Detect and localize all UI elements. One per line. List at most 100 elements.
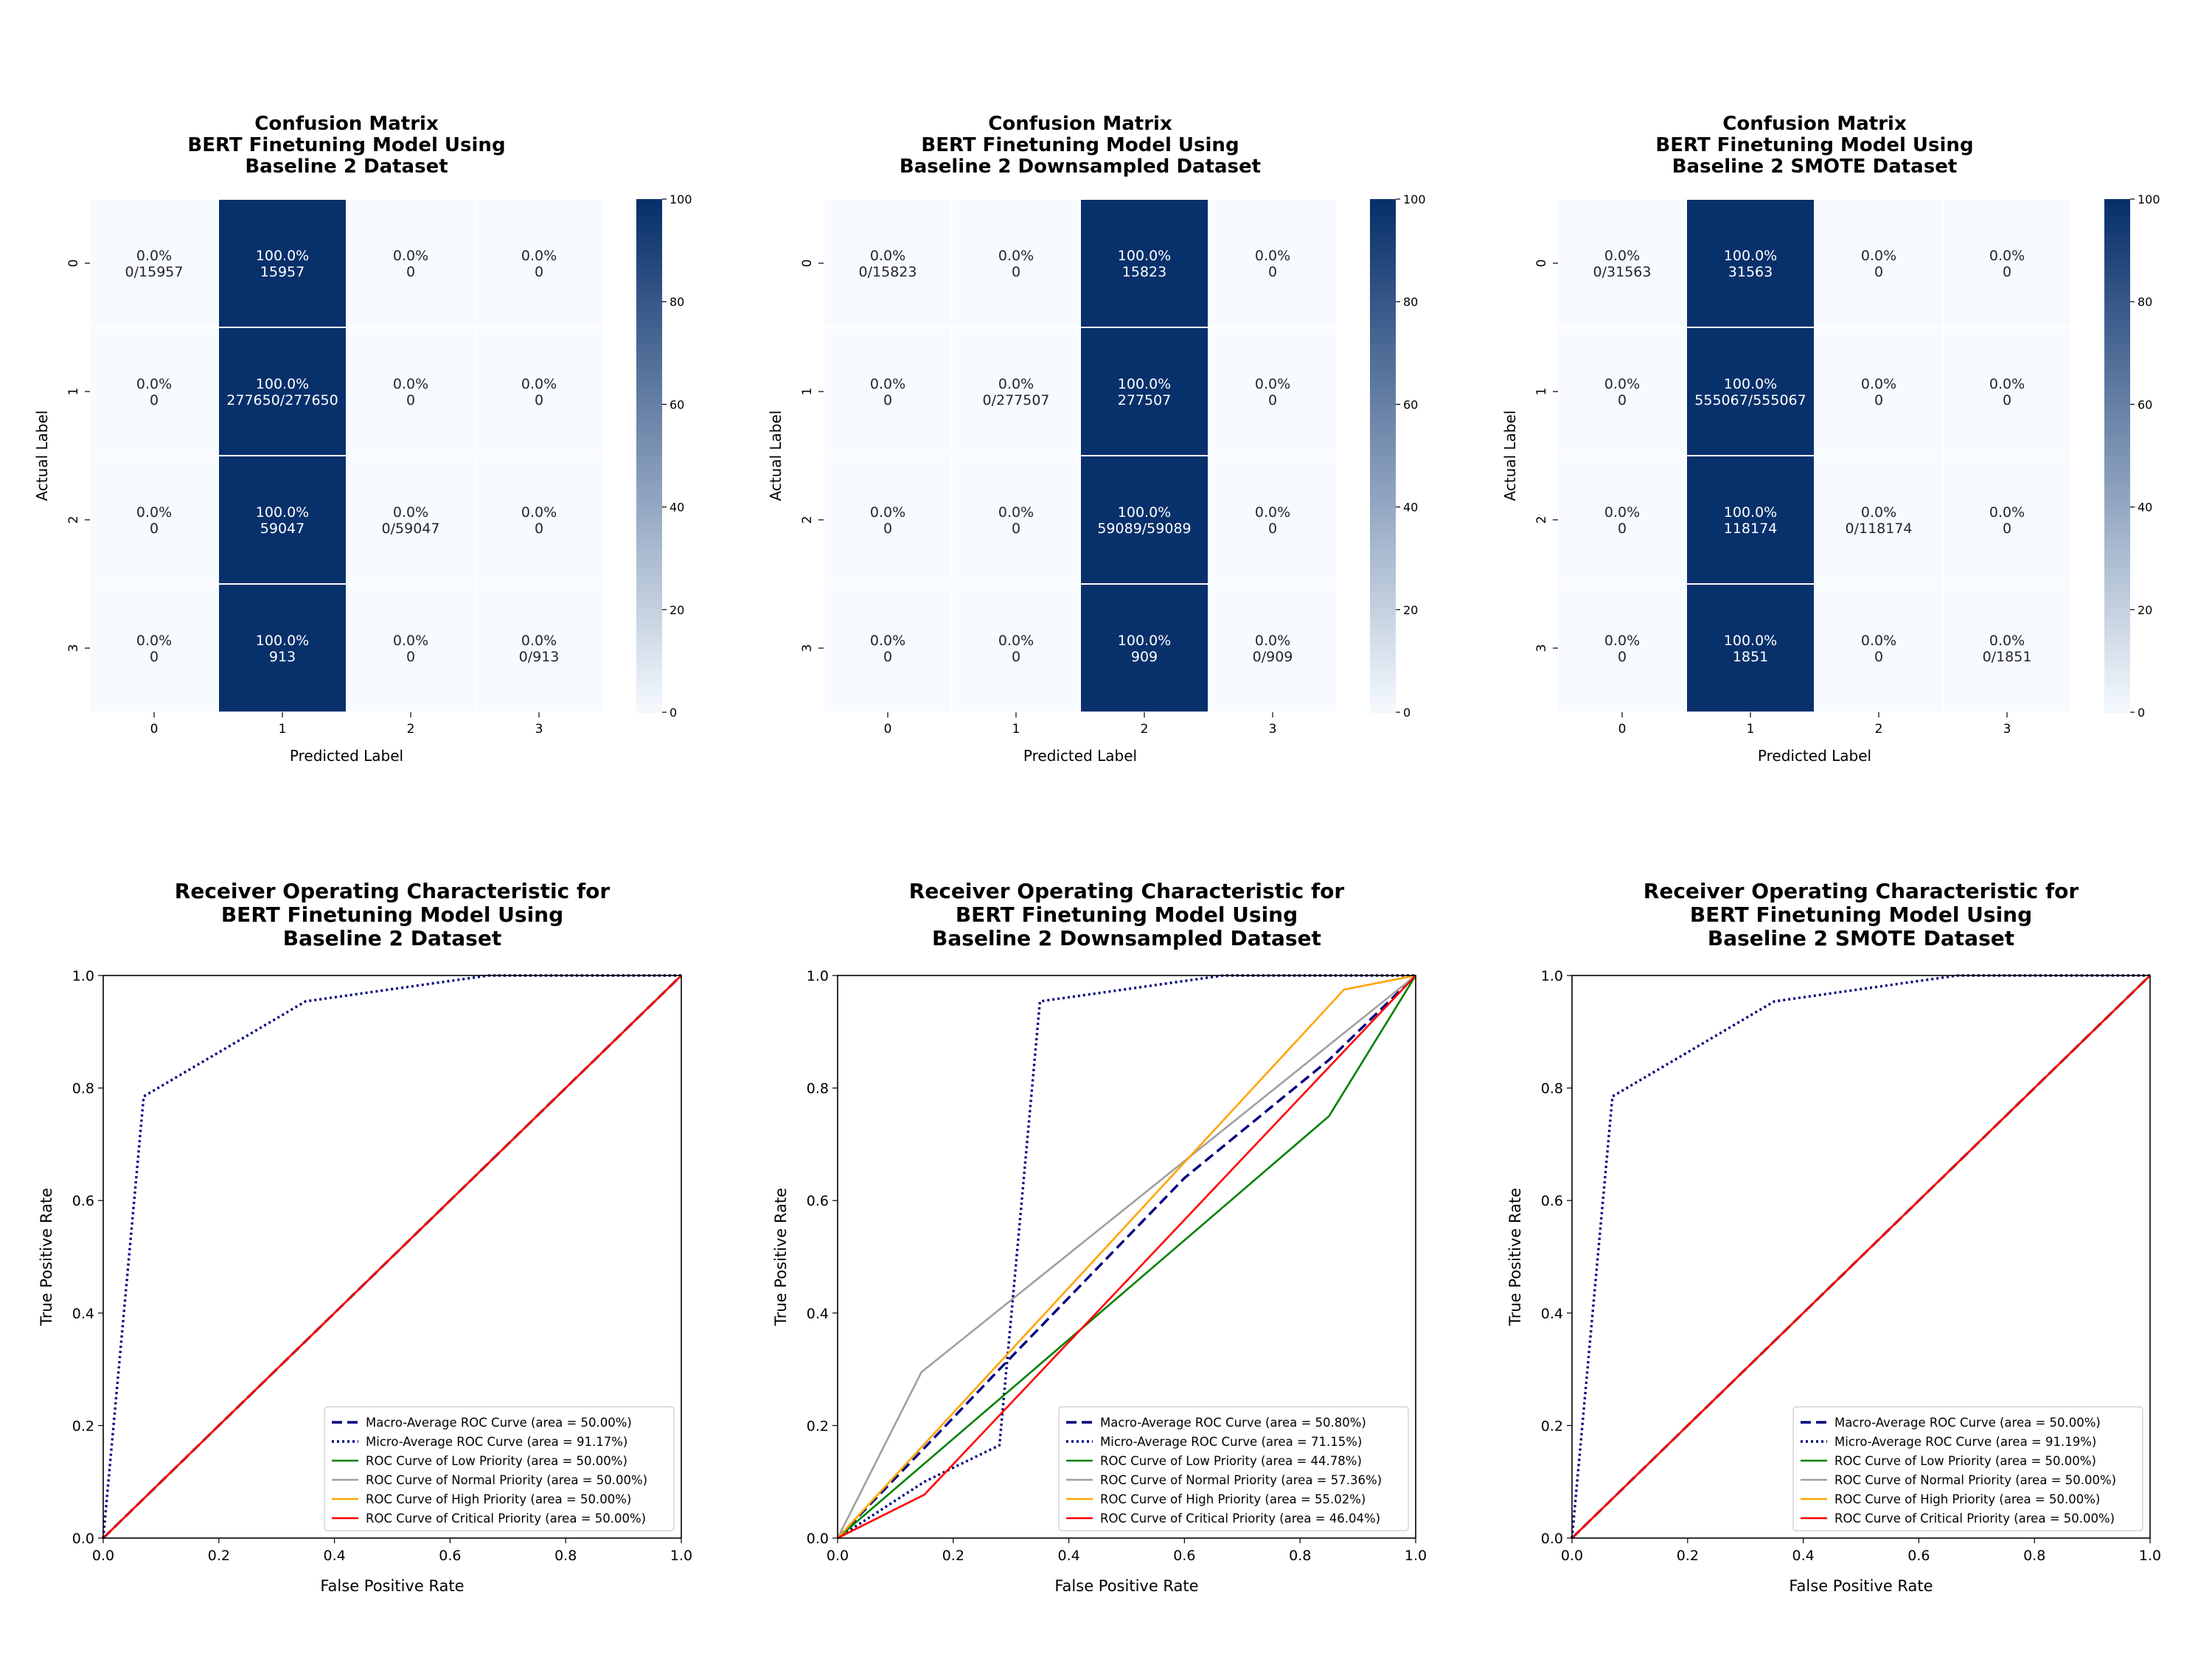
colorbar-segment [1370, 259, 1396, 268]
cell-label: 0 [150, 521, 159, 537]
cell-label: 0 [1012, 264, 1020, 280]
cell-label: 0.0% [1861, 248, 1896, 264]
roc-chart-2: Receiver Operating Characteristic forBER… [772, 879, 1427, 1595]
legend-entry: ROC Curve of Critical Priority (area = 5… [1834, 1512, 2115, 1526]
colorbar-segment [1370, 267, 1396, 277]
heatmap-cell [1814, 327, 1944, 456]
legend-entry: ROC Curve of Low Priority (area = 50.00%… [1834, 1454, 2096, 1468]
colorbar-segment [1370, 335, 1396, 346]
roc-series-critical [102, 975, 682, 1539]
x-tick-label: 0.4 [1057, 1548, 1079, 1564]
heatmap-cell [346, 583, 476, 713]
colorbar-segment [636, 601, 662, 611]
x-axis-label: Predicted Label [1758, 747, 1871, 765]
colorbar-segment [1370, 344, 1396, 354]
colorbar-segment [636, 352, 662, 363]
colorbar-segment [636, 447, 662, 456]
cell-label: 0.0% [870, 633, 905, 649]
y-tick-label: 0.6 [1541, 1193, 1563, 1209]
colorbar-segment [2104, 387, 2130, 397]
colorbar-segment [1370, 293, 1396, 303]
x-tick-label: 0.4 [323, 1548, 345, 1564]
x-tick-label: 1.0 [1405, 1548, 1427, 1564]
cell-label: 0.0% [1604, 633, 1640, 649]
roc-series-micro [102, 974, 681, 1539]
colorbar-segment [2104, 686, 2130, 696]
x-tick-label: 0.2 [942, 1548, 964, 1564]
colorbar-segment [1370, 566, 1396, 577]
heatmap-cell [1814, 198, 1944, 328]
cell-label: 277507 [1118, 392, 1172, 408]
colorbar-segment [2104, 319, 2130, 328]
chart-title-line: Baseline 2 Dataset [283, 926, 501, 950]
colorbar-segment [2104, 224, 2130, 234]
colorbar-segment [636, 335, 662, 346]
cell-label: 0.0% [1989, 504, 2025, 521]
legend-entry: Micro-Average ROC Curve (area = 91.19%) [1834, 1435, 2096, 1449]
colorbar-tick-label: 40 [2138, 501, 2152, 515]
colorbar-segment [636, 378, 662, 389]
y-axis-label: True Positive Rate [1506, 1188, 1524, 1326]
colorbar-segment [2104, 601, 2130, 611]
heatmap-cell [1686, 198, 1815, 328]
legend: Macro-Average ROC Curve (area = 50.00%) M… [1792, 1406, 2143, 1531]
heatmap-cell [474, 327, 604, 456]
colorbar-segment [636, 456, 662, 465]
cell-label: 0/59047 [382, 521, 440, 537]
colorbar-tick-label: 60 [669, 397, 684, 411]
cell-label: 0.0% [1255, 376, 1290, 392]
colorbar-segment [1370, 635, 1396, 645]
colorbar-segment [636, 344, 662, 354]
colorbar-segment [636, 319, 662, 328]
colorbar-segment [1370, 438, 1396, 448]
colorbar-segment [1370, 276, 1396, 285]
roc-series-high [837, 974, 1416, 1539]
colorbar-segment [636, 592, 662, 602]
colorbar-segment [636, 558, 662, 568]
colorbar-segment [636, 584, 662, 594]
colorbar-segment [2104, 447, 2130, 456]
colorbar-segment [1370, 285, 1396, 294]
colorbar-segment [1370, 592, 1396, 602]
legend-entry: ROC Curve of High Priority (area = 50.00… [366, 1492, 631, 1506]
colorbar-segment [1370, 456, 1396, 465]
colorbar-segment [1370, 558, 1396, 568]
colorbar-segment [636, 327, 662, 337]
x-tick-label: 0.2 [208, 1548, 230, 1564]
heatmap-cell [951, 583, 1081, 713]
heatmap-cell [89, 583, 219, 713]
chart-title-line: Baseline 2 Dataset [245, 156, 448, 178]
legend-entry: ROC Curve of High Priority (area = 55.02… [1100, 1492, 1366, 1506]
colorbar-segment [2104, 498, 2130, 508]
heatmap-cell [823, 455, 953, 585]
colorbar-segment [636, 644, 662, 653]
colorbar-segment [2104, 549, 2130, 560]
cell-label: 0.0% [998, 248, 1034, 264]
cell-label: 0 [1618, 649, 1627, 665]
legend: Macro-Average ROC Curve (area = 50.00%) M… [324, 1406, 675, 1531]
colorbar-segment [2104, 361, 2130, 371]
roc-chart-1: Receiver Operating Characteristic forBER… [38, 879, 692, 1595]
colorbar-tick-label: 60 [1403, 397, 1418, 411]
y-tick-label: 0.8 [807, 1081, 829, 1097]
colorbar-segment [2104, 378, 2130, 389]
y-tick-label: 0.0 [1541, 1531, 1563, 1547]
cell-label: 0/1851 [1983, 649, 2032, 665]
colorbar-tick-label: 20 [1403, 603, 1418, 617]
colorbar-segment [1370, 473, 1396, 482]
colorbar-segment [1370, 584, 1396, 594]
cell-label: 0 [1874, 264, 1883, 280]
colorbar-segment [1370, 207, 1396, 218]
colorbar-segment [1370, 387, 1396, 397]
colorbar-segment [1370, 370, 1396, 380]
colorbar-segment [2104, 644, 2130, 653]
cell-label: 0.0% [521, 504, 557, 521]
heatmap-cell [951, 327, 1081, 456]
cell-label: 100.0% [256, 376, 309, 392]
colorbar-segment [1370, 447, 1396, 456]
colorbar-segment [1370, 310, 1396, 320]
colorbar-segment [2104, 627, 2130, 636]
